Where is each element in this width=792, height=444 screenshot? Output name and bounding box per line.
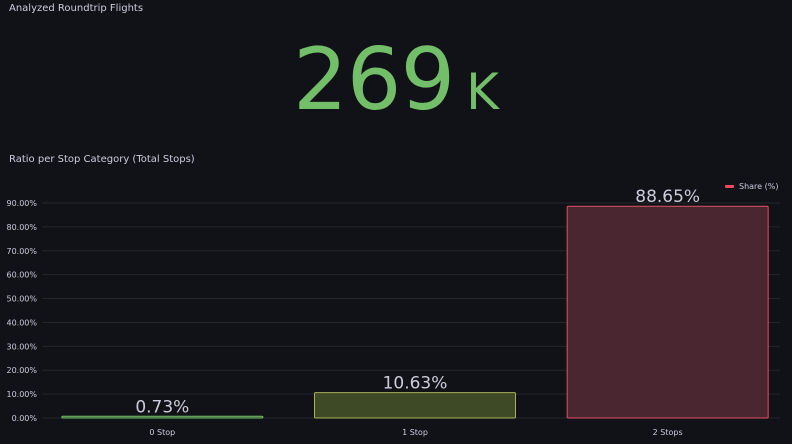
bar-value-label: 88.65% [635, 187, 700, 207]
bar [61, 415, 264, 419]
y-tick-label: 60.00% [6, 271, 37, 280]
y-tick-label: 50.00% [6, 295, 37, 304]
x-tick-label: 0 Stop [149, 428, 175, 437]
x-tick-label: 1 Stop [402, 428, 428, 437]
stat-value: 269 K [0, 30, 792, 130]
bar [314, 392, 516, 419]
bar-value-label: 0.73% [135, 397, 189, 417]
y-tick-label: 80.00% [6, 223, 37, 232]
y-tick-label: 40.00% [6, 318, 37, 327]
legend-label: Share (%) [739, 182, 779, 191]
y-tick-label: 20.00% [6, 366, 37, 375]
legend-swatch [725, 185, 734, 188]
chart-legend[interactable]: Share (%) [725, 182, 778, 191]
stat-unit: K [466, 63, 499, 121]
chart-panel-title: Ratio per Stop Category (Total Stops) [9, 154, 195, 165]
x-tick-label: 2 Stops [653, 428, 683, 437]
stat-number: 269 [293, 30, 455, 130]
y-tick-label: 0.00% [12, 414, 38, 423]
y-tick-label: 90.00% [6, 199, 37, 208]
y-tick-label: 30.00% [6, 342, 37, 351]
y-tick-label: 10.00% [6, 390, 37, 399]
bar [566, 205, 769, 419]
y-tick-label: 70.00% [6, 247, 37, 256]
bar-value-label: 10.63% [383, 374, 448, 394]
stat-panel-title: Analyzed Roundtrip Flights [9, 3, 144, 14]
